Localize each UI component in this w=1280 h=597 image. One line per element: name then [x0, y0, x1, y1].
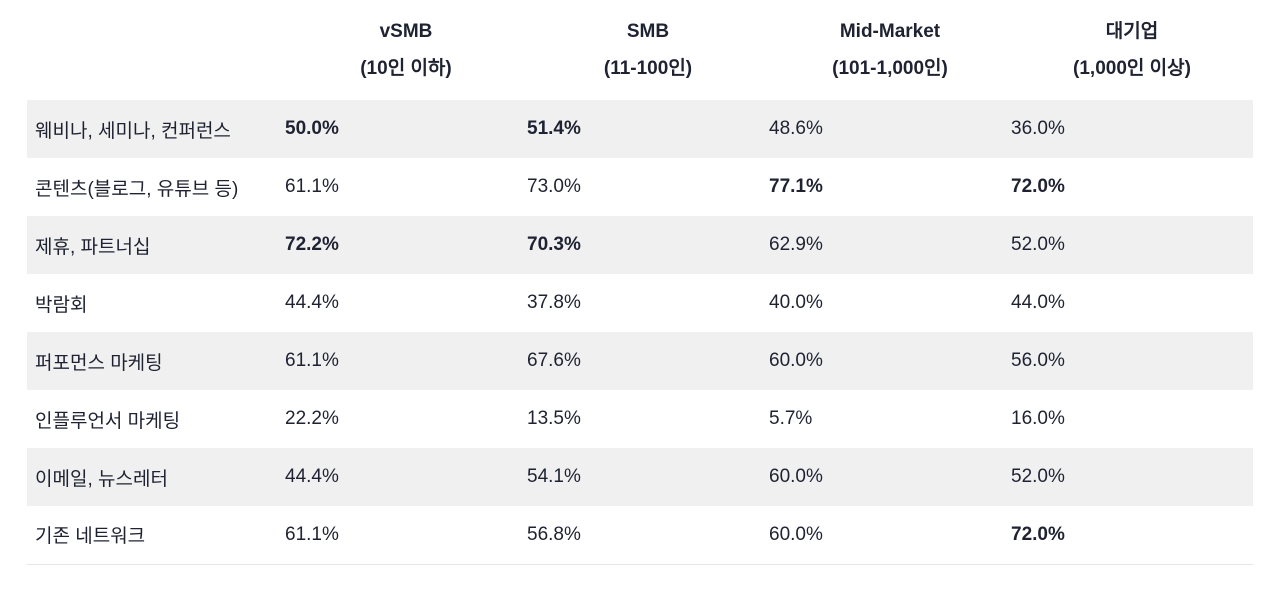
percentage-cell: 52.0%: [1011, 466, 1065, 487]
percentage-cell: 40.0%: [769, 292, 823, 313]
percentage-cell: 16.0%: [1011, 408, 1065, 429]
column-header: 대기업 (1,000인 이상): [1011, 0, 1253, 100]
row-label: 콘텐츠(블로그, 유튜브 등): [35, 178, 239, 200]
column-header-size-range: (10인 이하): [360, 58, 452, 79]
table-row: 인플루언서 마케팅 22.2% 13.5% 5.7% 16.0%: [27, 390, 1253, 448]
percentage-cell: 70.3%: [527, 234, 581, 255]
percentage-cell: 22.2%: [285, 408, 339, 429]
table-row: 웨비나, 세미나, 컨퍼런스 50.0% 51.4% 48.6% 36.0%: [27, 100, 1253, 158]
row-label: 박람회: [35, 294, 88, 316]
percentage-cell: 56.0%: [1011, 350, 1065, 371]
percentage-cell: 61.1%: [285, 350, 339, 371]
percentage-cell: 60.0%: [769, 523, 823, 545]
table-header: vSMB (10인 이하) SMB (11-100인) Mid-Market (101-1…: [27, 0, 1253, 100]
percentage-cell: 5.7%: [769, 408, 813, 429]
percentage-cell: 50.0%: [285, 118, 339, 139]
column-header-name: Mid-Market: [839, 21, 941, 42]
percentage-cell: 13.5%: [527, 408, 581, 429]
percentage-cell: 60.0%: [769, 466, 823, 487]
percentage-cell: 37.8%: [527, 292, 581, 313]
percentage-cell: 73.0%: [527, 176, 581, 197]
row-label-header-empty: [27, 0, 285, 100]
table-row: 제휴, 파트너십 72.2% 70.3% 62.9% 52.0%: [27, 216, 1253, 274]
percentage-cell: 44.0%: [1011, 292, 1065, 313]
percentage-cell: 77.1%: [769, 176, 823, 197]
row-label: 웨비나, 세미나, 컨퍼런스: [35, 120, 231, 142]
row-label: 기존 네트워크: [35, 526, 146, 548]
percentage-cell: 62.9%: [769, 234, 823, 255]
percentage-cell: 60.0%: [769, 350, 823, 371]
column-header-size-range: (1,000인 이상): [1073, 58, 1191, 79]
percentage-cell: 52.0%: [1011, 234, 1065, 255]
column-header: Mid-Market (101-1,000인): [769, 0, 1011, 100]
column-header-name: 대기업: [1105, 21, 1159, 42]
row-label: 인플루언서 마케팅: [35, 410, 181, 432]
percentage-cell: 36.0%: [1011, 118, 1065, 139]
table-row: 퍼포먼스 마케팅 61.1% 67.6% 60.0% 56.0%: [27, 332, 1253, 390]
percentage-cell: 48.6%: [769, 118, 823, 139]
percentage-cell: 61.1%: [285, 176, 339, 197]
table-row: 박람회 44.4% 37.8% 40.0% 44.0%: [27, 274, 1253, 332]
column-header: vSMB (10인 이하): [285, 0, 527, 100]
column-header-name: vSMB: [379, 21, 433, 42]
table-container: vSMB (10인 이하) SMB (11-100인) Mid-Market (101-1…: [27, 0, 1253, 565]
column-header-name: SMB: [626, 21, 670, 42]
percentage-cell: 67.6%: [527, 350, 581, 371]
percentage-cell: 72.0%: [1011, 176, 1065, 197]
table-body: 웨비나, 세미나, 컨퍼런스 50.0% 51.4% 48.6% 36.0% 콘텐츠(블로…: [27, 100, 1253, 564]
row-label: 이메일, 뉴스레터: [35, 468, 168, 490]
table-row: 이메일, 뉴스레터 44.4% 54.1% 60.0% 52.0%: [27, 448, 1253, 506]
percentage-cell: 56.8%: [527, 523, 581, 545]
percentage-cell: 61.1%: [285, 523, 339, 545]
row-label: 퍼포먼스 마케팅: [35, 352, 163, 374]
percentage-cell: 72.0%: [1011, 523, 1065, 545]
percentage-cell: 44.4%: [285, 292, 339, 313]
table-row: 콘텐츠(블로그, 유튜브 등) 61.1% 73.0% 77.1% 72.0%: [27, 158, 1253, 216]
header-row: vSMB (10인 이하) SMB (11-100인) Mid-Market (101-1…: [27, 0, 1253, 100]
column-header-size-range: (11-100인): [603, 58, 693, 79]
percentage-cell: 51.4%: [527, 118, 581, 139]
table-row: 기존 네트워크 61.1% 56.8% 60.0% 72.0%: [27, 506, 1253, 564]
percentage-cell: 44.4%: [285, 466, 339, 487]
row-label: 제휴, 파트너십: [35, 236, 151, 258]
column-header: SMB (11-100인): [527, 0, 769, 100]
percentage-cell: 72.2%: [285, 234, 339, 255]
percentage-cell: 54.1%: [527, 466, 581, 487]
segment-comparison-table: vSMB (10인 이하) SMB (11-100인) Mid-Market (101-1…: [27, 0, 1253, 565]
column-header-size-range: (101-1,000인): [832, 58, 948, 79]
